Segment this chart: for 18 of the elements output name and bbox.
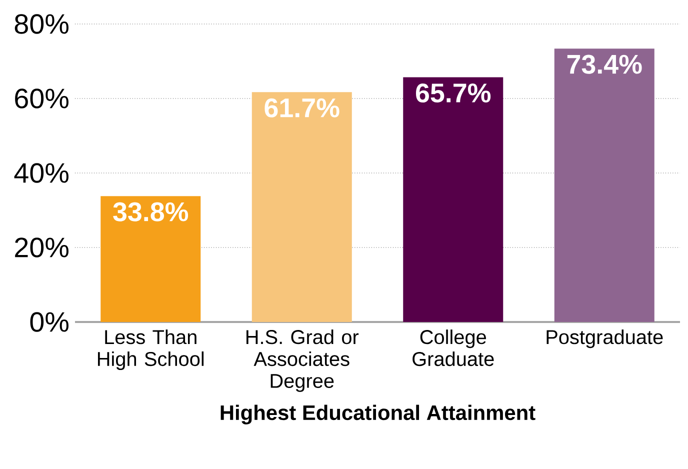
data-label: 33.8% [113, 202, 188, 222]
data-label: 61.7% [264, 98, 340, 118]
y-tick-label: 60% [15, 88, 68, 108]
x-tick-label: H.S. Grad or Associates Degree [246, 330, 359, 392]
bar [252, 92, 352, 322]
bar [100, 196, 201, 322]
y-tick-label: 20% [15, 238, 68, 258]
bar [554, 48, 654, 322]
bar [403, 77, 504, 322]
x-axis-title: Highest Educational Attainment [220, 404, 536, 424]
data-label: 65.7% [416, 83, 491, 103]
data-label: 73.4% [567, 54, 642, 74]
x-tick-label: Less Than High School [98, 330, 204, 370]
y-tick-label: 0% [30, 312, 68, 332]
y-tick-label: 80% [14, 14, 68, 34]
x-tick-label: Postgraduate [546, 330, 663, 348]
x-tick-label: College Graduate [412, 330, 494, 366]
y-tick-label: 40% [14, 163, 68, 183]
